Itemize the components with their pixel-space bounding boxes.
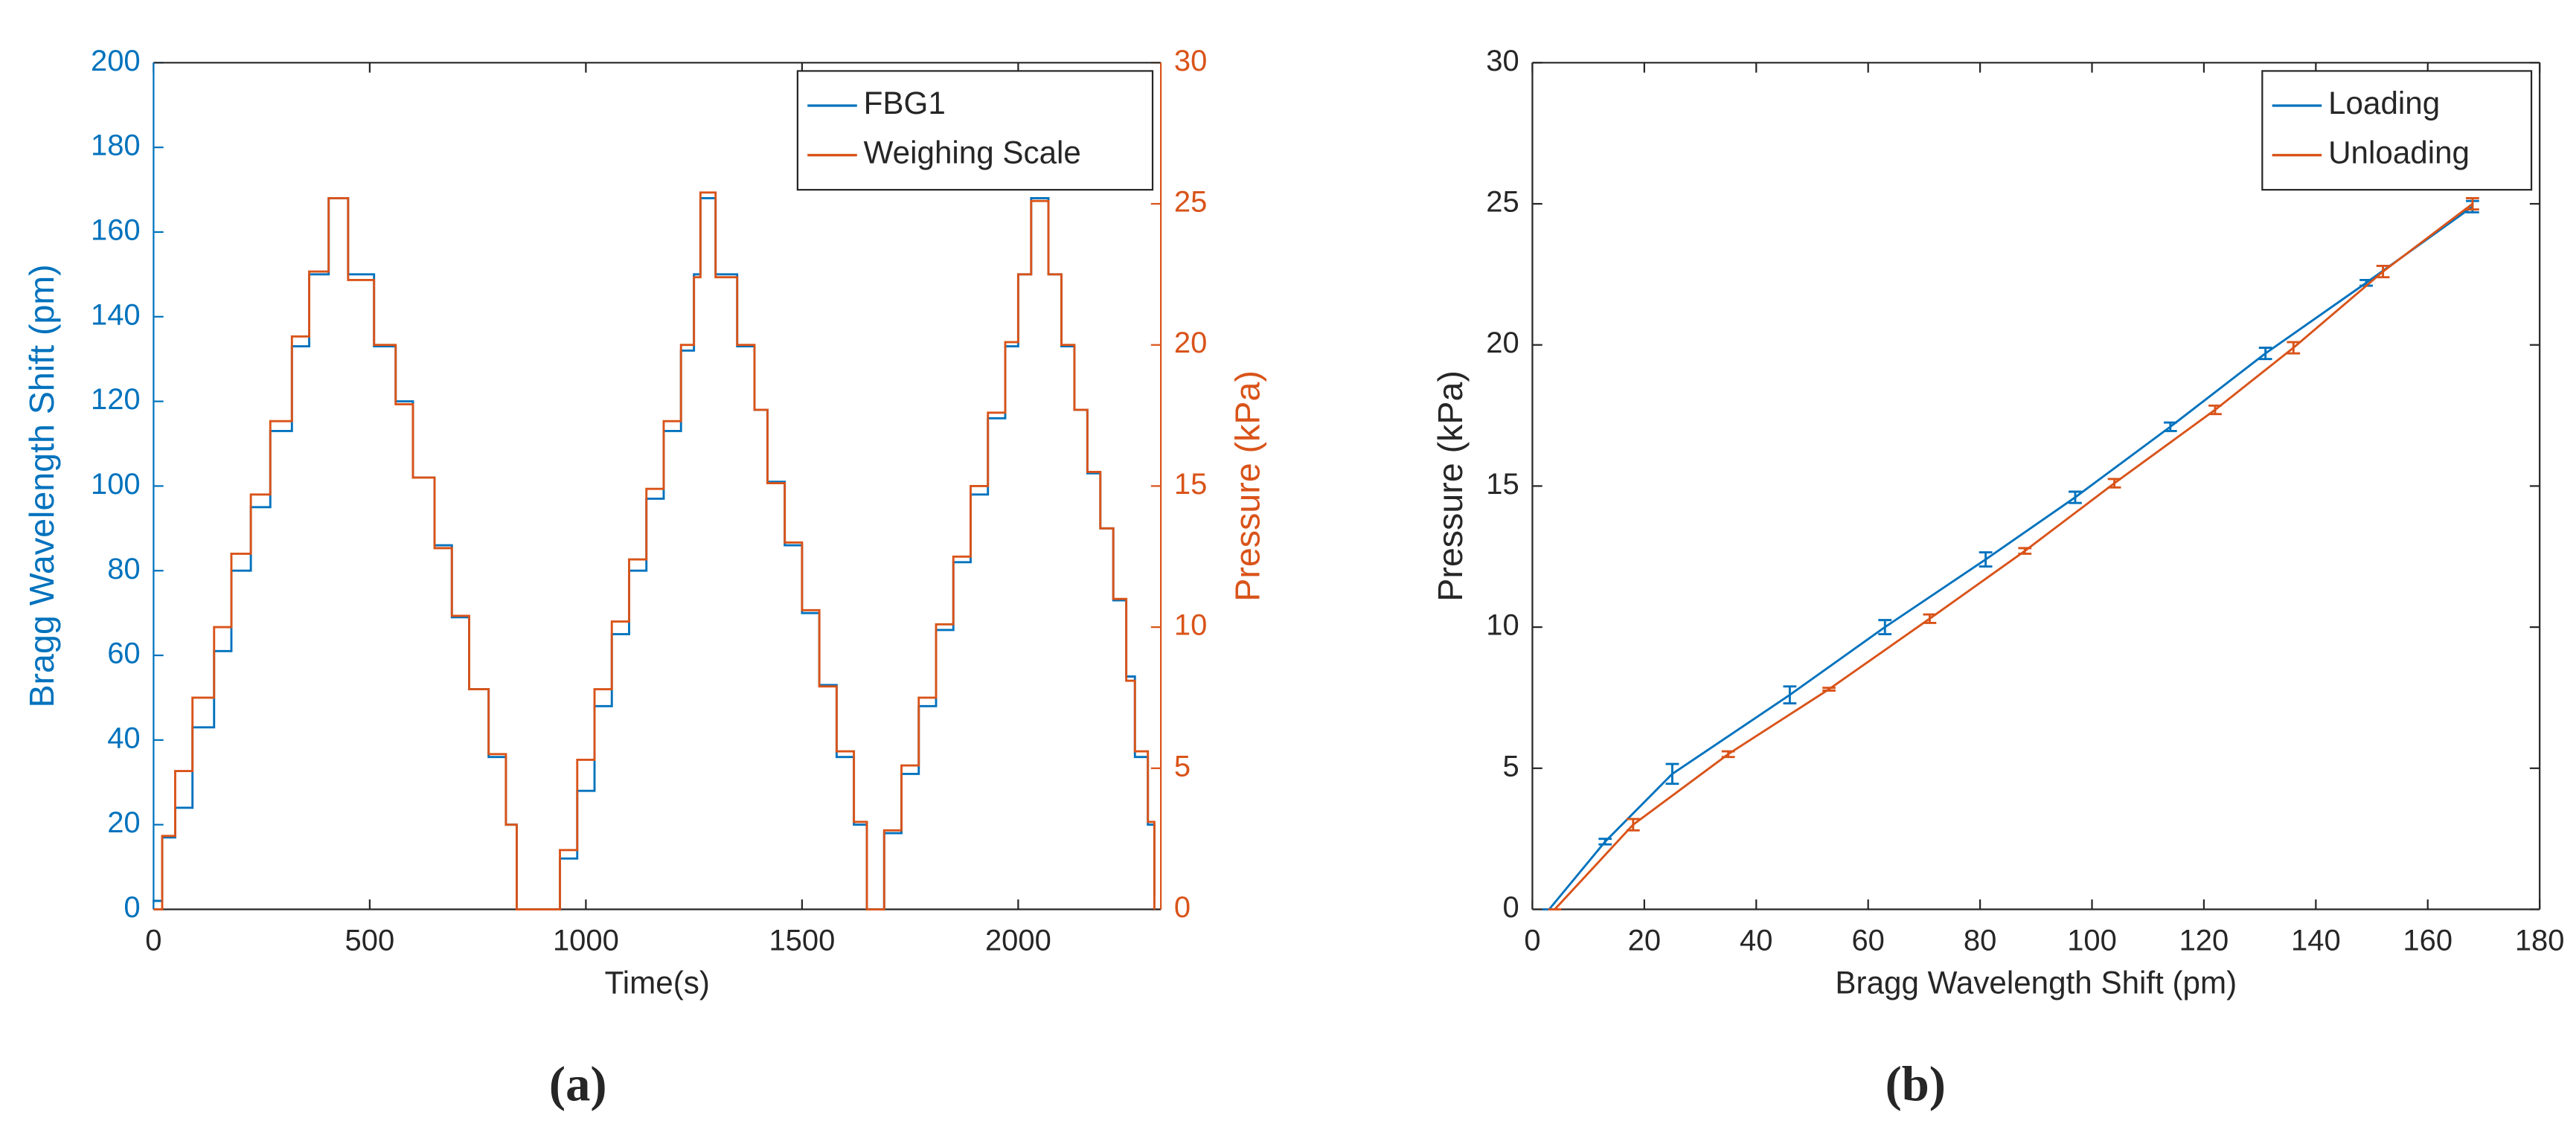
legend-label: Weighing Scale [864, 135, 1081, 170]
error-bar [2163, 421, 2177, 432]
y-axis-label: Bragg Wavelength Shift (pm) [22, 264, 61, 707]
x-tick-label: 40 [1740, 924, 1772, 957]
error-bar [1721, 750, 1735, 759]
x-tick-label: 20 [1628, 924, 1661, 957]
error-bar [1783, 685, 1797, 704]
error-bar [2258, 347, 2272, 361]
y-tick-label: 40 [107, 722, 140, 754]
x-tick-label: 140 [2291, 924, 2341, 957]
y2-tick-label: 0 [1174, 891, 1191, 924]
y2-axis-label: Pressure (kPa) [1228, 370, 1266, 602]
y-tick-label: 100 [91, 468, 141, 501]
y-tick-label: 20 [1486, 327, 1519, 359]
error-bar [1598, 838, 1612, 846]
x-tick-label: 2000 [985, 924, 1051, 957]
y-axis-label: Pressure (kPa) [1431, 370, 1470, 602]
y-tick-label: 200 [91, 45, 141, 77]
x-tick-label: 0 [1524, 924, 1540, 957]
error-bar [1979, 551, 1993, 568]
x-tick-label: 80 [1964, 924, 1996, 957]
y-tick-label: 0 [124, 891, 140, 924]
x-axis-label: Bragg Wavelength Shift (pm) [1835, 966, 2237, 1000]
x-axis-label: Time(s) [605, 966, 710, 1000]
y-tick-label: 160 [91, 213, 141, 246]
y-tick-label: 15 [1486, 468, 1519, 501]
y-tick-label: 60 [107, 637, 140, 670]
x-tick-label: 120 [2179, 924, 2229, 957]
y-tick-label: 25 [1486, 186, 1519, 219]
error-bar [1665, 762, 1679, 785]
legend-box [796, 70, 1154, 191]
x-tick-label: 500 [345, 924, 395, 957]
legend-box [2261, 70, 2533, 191]
caption: (a) [549, 1058, 607, 1112]
x-tick-label: 100 [2067, 924, 2117, 957]
x-tick-label: 160 [2403, 924, 2452, 957]
y-tick-label: 80 [107, 553, 140, 585]
y-tick-label: 120 [91, 383, 141, 416]
error-bar [1923, 613, 1937, 624]
y-tick-label: 5 [1502, 750, 1519, 783]
error-bar [2287, 341, 2301, 355]
y2-tick-label: 10 [1174, 609, 1207, 642]
error-bar [2466, 196, 2479, 211]
y-tick-label: 30 [1486, 45, 1519, 77]
y-tick-label: 10 [1486, 609, 1519, 642]
y2-tick-label: 15 [1174, 468, 1207, 501]
y-tick-label: 20 [107, 806, 140, 839]
y2-tick-label: 30 [1174, 45, 1207, 77]
error-bar [1878, 619, 1892, 636]
plot-area [153, 62, 1162, 910]
legend-label: Unloading [2328, 135, 2470, 170]
x-tick-label: 60 [1851, 924, 1884, 957]
x-tick-label: 180 [2515, 924, 2565, 957]
series-line [153, 191, 1156, 910]
error-bar [1822, 687, 1836, 692]
error-bar [1626, 817, 1640, 832]
error-bar [2107, 478, 2121, 489]
y2-tick-label: 5 [1174, 750, 1191, 783]
y2-tick-label: 25 [1174, 186, 1207, 219]
legend-label: FBG1 [864, 86, 946, 121]
legend-label: Loading [2328, 86, 2440, 121]
error-bar [2208, 404, 2222, 416]
y-tick-label: 180 [91, 129, 141, 162]
y2-tick-label: 20 [1174, 327, 1207, 359]
error-bar [2376, 265, 2390, 279]
x-tick-label: 1000 [553, 924, 619, 957]
error-bar [2018, 547, 2032, 555]
x-tick-label: 0 [145, 924, 161, 957]
y-tick-label: 140 [91, 298, 141, 331]
caption: (b) [1885, 1058, 1946, 1112]
y-tick-label: 0 [1502, 891, 1519, 924]
x-tick-label: 1500 [769, 924, 835, 957]
error-bar [2069, 490, 2082, 504]
plot-area [1532, 62, 2540, 910]
